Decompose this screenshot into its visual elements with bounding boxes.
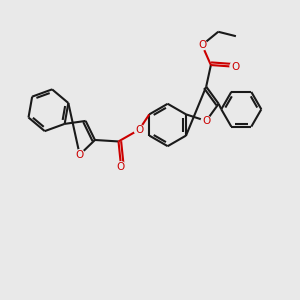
Text: O: O	[202, 116, 210, 126]
Circle shape	[75, 150, 85, 160]
Circle shape	[201, 116, 211, 126]
Circle shape	[134, 125, 144, 135]
Text: O: O	[231, 61, 239, 71]
Text: O: O	[76, 150, 84, 160]
Text: O: O	[117, 162, 125, 172]
Circle shape	[230, 61, 240, 71]
Circle shape	[197, 40, 207, 50]
Circle shape	[116, 162, 126, 172]
Text: O: O	[198, 40, 206, 50]
Text: O: O	[135, 125, 143, 135]
